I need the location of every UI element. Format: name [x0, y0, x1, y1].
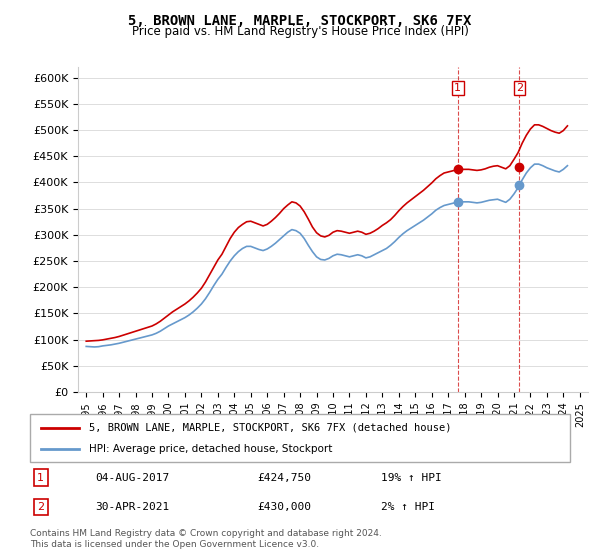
Text: 1: 1 [454, 83, 461, 93]
Text: 1: 1 [37, 473, 44, 483]
Text: 5, BROWN LANE, MARPLE, STOCKPORT, SK6 7FX: 5, BROWN LANE, MARPLE, STOCKPORT, SK6 7F… [128, 14, 472, 28]
Text: 2: 2 [37, 502, 44, 512]
Text: 5, BROWN LANE, MARPLE, STOCKPORT, SK6 7FX (detached house): 5, BROWN LANE, MARPLE, STOCKPORT, SK6 7F… [89, 423, 452, 433]
FancyBboxPatch shape [30, 414, 570, 462]
Text: £424,750: £424,750 [257, 473, 311, 483]
Text: Contains HM Land Registry data © Crown copyright and database right 2024.
This d: Contains HM Land Registry data © Crown c… [30, 529, 382, 549]
Text: £430,000: £430,000 [257, 502, 311, 512]
Text: HPI: Average price, detached house, Stockport: HPI: Average price, detached house, Stoc… [89, 444, 333, 454]
Text: 04-AUG-2017: 04-AUG-2017 [95, 473, 169, 483]
Text: 30-APR-2021: 30-APR-2021 [95, 502, 169, 512]
Text: Price paid vs. HM Land Registry's House Price Index (HPI): Price paid vs. HM Land Registry's House … [131, 25, 469, 38]
Text: 2% ↑ HPI: 2% ↑ HPI [381, 502, 435, 512]
Text: 2: 2 [516, 83, 523, 93]
Text: 19% ↑ HPI: 19% ↑ HPI [381, 473, 442, 483]
